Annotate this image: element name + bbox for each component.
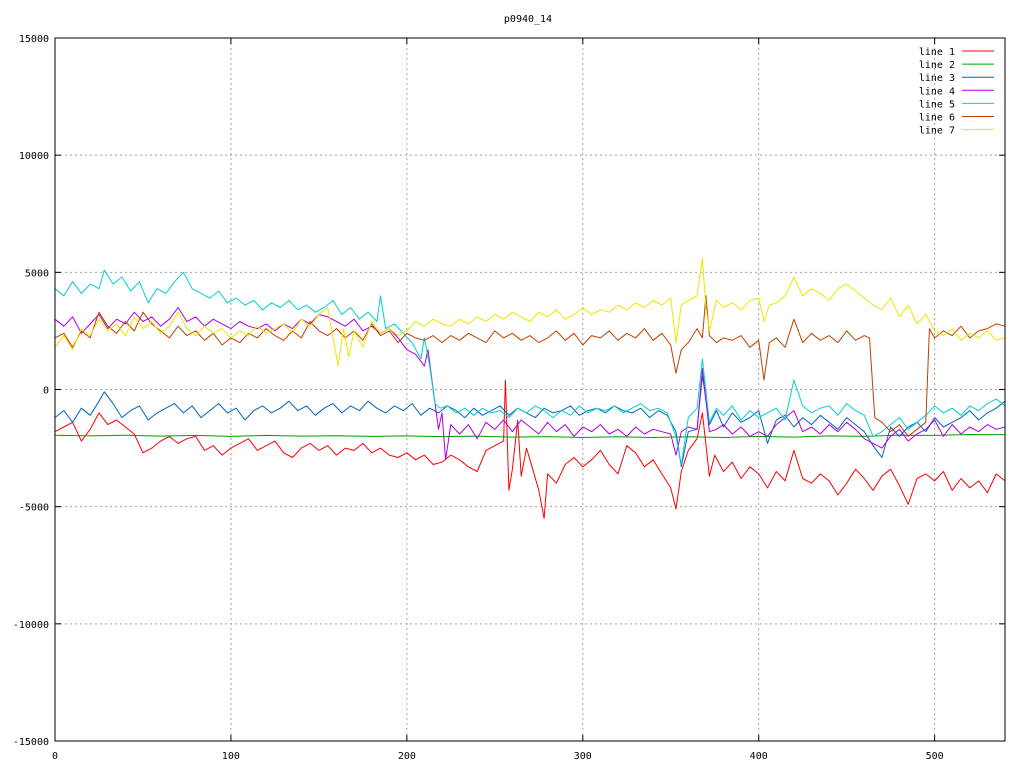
y-tick-label: 0 [43,386,49,397]
x-axis-ticks: 0 100 200 300 400 500 [52,38,944,762]
x-tick-label: 0 [52,751,58,762]
legend-label-3: line 3 [919,73,955,84]
series-line-4 [54,307,1006,461]
y-tick-label: 10000 [19,151,49,162]
series-lines [54,257,1006,519]
legend-label-6: line 6 [919,113,955,124]
grid [55,38,1005,741]
series-line-2 [54,434,1006,438]
series-line-6 [54,295,1006,437]
legend-label-4: line 4 [919,86,955,97]
chart-title: p0940_14 [504,14,552,25]
x-tick-label: 300 [574,751,592,762]
y-tick-label: -15000 [13,737,49,748]
x-tick-label: 400 [750,751,768,762]
y-tick-label: 5000 [25,268,49,279]
y-tick-label: 15000 [19,34,49,45]
plot-frame [54,37,1006,742]
x-tick-label: 500 [926,751,944,762]
series-line-5 [54,269,1006,465]
y-tick-label: -5000 [19,503,49,514]
x-tick-label: 100 [222,751,240,762]
legend: line 1 line 2 line 3 line 4 line 5 line 6 line… [919,47,994,137]
legend-label-1: line 1 [919,47,955,58]
legend-label-5: line 5 [919,99,955,110]
y-axis-ticks: -15000 -10000 -5000 0 5000 10000 15000 [13,34,1005,748]
series-line-3 [54,374,1006,468]
legend-label-7: line 7 [919,126,955,137]
x-tick-label: 200 [398,751,416,762]
legend-label-2: line 2 [919,60,955,71]
y-tick-label: -10000 [13,620,49,631]
series-line-7 [54,257,1006,367]
series-line-1 [54,379,1006,519]
